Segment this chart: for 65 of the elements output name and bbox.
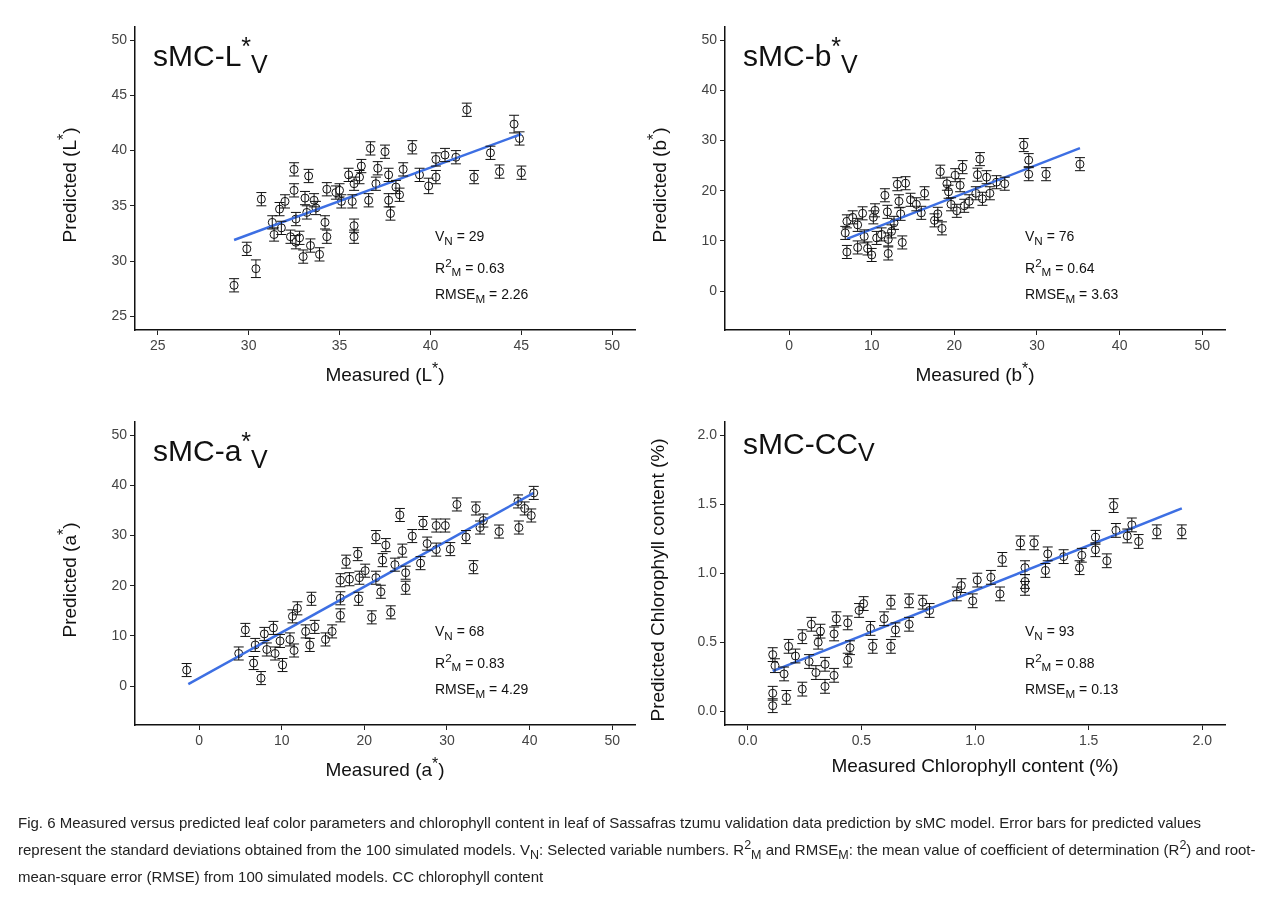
y-tick-label: 45 bbox=[111, 86, 128, 103]
y-tick-label: 25 bbox=[111, 307, 128, 324]
annotation: R$^{2}$$_{M}$ = 0.83 bbox=[435, 649, 506, 676]
annotation: RMSE$_{M}$ = 2.26 bbox=[435, 285, 529, 308]
annotation: V$_{N}$ = 68 bbox=[435, 622, 486, 644]
x-tick-label: 20 bbox=[946, 337, 963, 354]
y-axis-title: Predicted Chlorophyll content (%) bbox=[647, 438, 669, 722]
x-tick-label: 1.0 bbox=[965, 732, 985, 749]
annotation: V$_{N}$ = 93 bbox=[1025, 622, 1076, 644]
y-tick-label: 30 bbox=[701, 131, 718, 148]
x-tick-label: 2.0 bbox=[1192, 732, 1213, 749]
x-tick-label: 50 bbox=[1194, 337, 1211, 354]
annotation: R$^{2}$$_{M}$ = 0.64 bbox=[1025, 254, 1096, 281]
y-tick-label: 20 bbox=[701, 181, 718, 198]
x-tick-label: 40 bbox=[521, 732, 538, 749]
y-tick-label: 20 bbox=[111, 576, 128, 593]
x-tick-label: 0.0 bbox=[737, 732, 758, 749]
y-tick-label: 50 bbox=[111, 426, 128, 443]
annotation: RMSE$_{M}$ = 3.63 bbox=[1025, 285, 1119, 308]
x-axis-title: Measured (b$^{*}$) bbox=[915, 360, 1035, 387]
x-tick-label: 0 bbox=[195, 732, 204, 749]
annotation: V$_{N}$ = 29 bbox=[435, 227, 486, 249]
x-tick-label: 45 bbox=[513, 337, 530, 354]
y-tick-label: 0.5 bbox=[697, 633, 718, 650]
y-tick-label: 0 bbox=[709, 281, 718, 298]
x-tick-label: 1.5 bbox=[1078, 732, 1099, 749]
x-tick-label: 30 bbox=[1029, 337, 1045, 354]
annotation: V$_{N}$ = 76 bbox=[1025, 227, 1076, 249]
x-tick-label: 30 bbox=[439, 732, 455, 749]
x-axis-title: Measured Chlorophyll content (%) bbox=[831, 755, 1119, 777]
x-tick-label: 20 bbox=[356, 732, 373, 749]
chart-title: sMC-CC$_{V}$ bbox=[743, 427, 875, 468]
x-tick-label: 10 bbox=[273, 732, 290, 749]
text: Fig. 6 Measured versus predicted leaf color parameters and chlorophyll content in leaf of Sassafras tzumu validation data prediction by sMC model. Error bars for predicted values represent the standard deviations obtained from the 100 simulated models. V$_{N}$: Selected variable numbers. R$^{2}$$_{M}$ and RMSE$_{M}$: the mean value of coefficient of determination (R$^{2}$) and root-mean-square error (RMSE) from 100 simulated models. CC chlorophyll content bbox=[18, 814, 1256, 885]
x-tick-label: 10 bbox=[863, 337, 880, 354]
y-tick-label: 10 bbox=[701, 231, 718, 248]
y-tick-label: 0.0 bbox=[697, 702, 718, 719]
x-tick-label: 30 bbox=[240, 337, 257, 354]
x-tick-label: 40 bbox=[422, 337, 439, 354]
x-tick-label: 40 bbox=[1111, 337, 1128, 354]
y-tick-label: 1.0 bbox=[697, 564, 718, 581]
y-tick-label: 40 bbox=[701, 81, 718, 98]
y-tick-label: 35 bbox=[111, 196, 128, 213]
y-tick-label: 2.0 bbox=[697, 426, 718, 443]
y-tick-label: 30 bbox=[111, 526, 128, 543]
y-tick-label: 50 bbox=[111, 31, 128, 48]
y-tick-label: 0 bbox=[119, 676, 128, 693]
x-tick-label: 0.5 bbox=[851, 732, 872, 749]
x-axis-title: Measured (L$^{*}$) bbox=[325, 360, 445, 387]
y-tick-label: 1.5 bbox=[697, 495, 718, 512]
x-axis-title: Measured (a$^{*}$) bbox=[325, 755, 445, 782]
y-tick-label: 30 bbox=[111, 251, 128, 268]
annotation: RMSE$_{M}$ = 4.29 bbox=[435, 680, 529, 703]
annotation: R$^{2}$$_{M}$ = 0.88 bbox=[1025, 649, 1096, 676]
x-tick-label: 0 bbox=[785, 337, 794, 354]
x-tick-label: 50 bbox=[604, 732, 621, 749]
y-tick-label: 50 bbox=[701, 31, 718, 48]
annotation: R$^{2}$$_{M}$ = 0.63 bbox=[435, 254, 506, 281]
x-tick-label: 25 bbox=[149, 337, 166, 354]
x-tick-label: 35 bbox=[331, 337, 348, 354]
x-tick-label: 50 bbox=[604, 337, 621, 354]
y-tick-label: 40 bbox=[111, 476, 128, 493]
y-tick-label: 40 bbox=[111, 141, 128, 158]
annotation: RMSE$_{M}$ = 0.13 bbox=[1025, 680, 1119, 703]
y-tick-label: 10 bbox=[111, 626, 128, 643]
